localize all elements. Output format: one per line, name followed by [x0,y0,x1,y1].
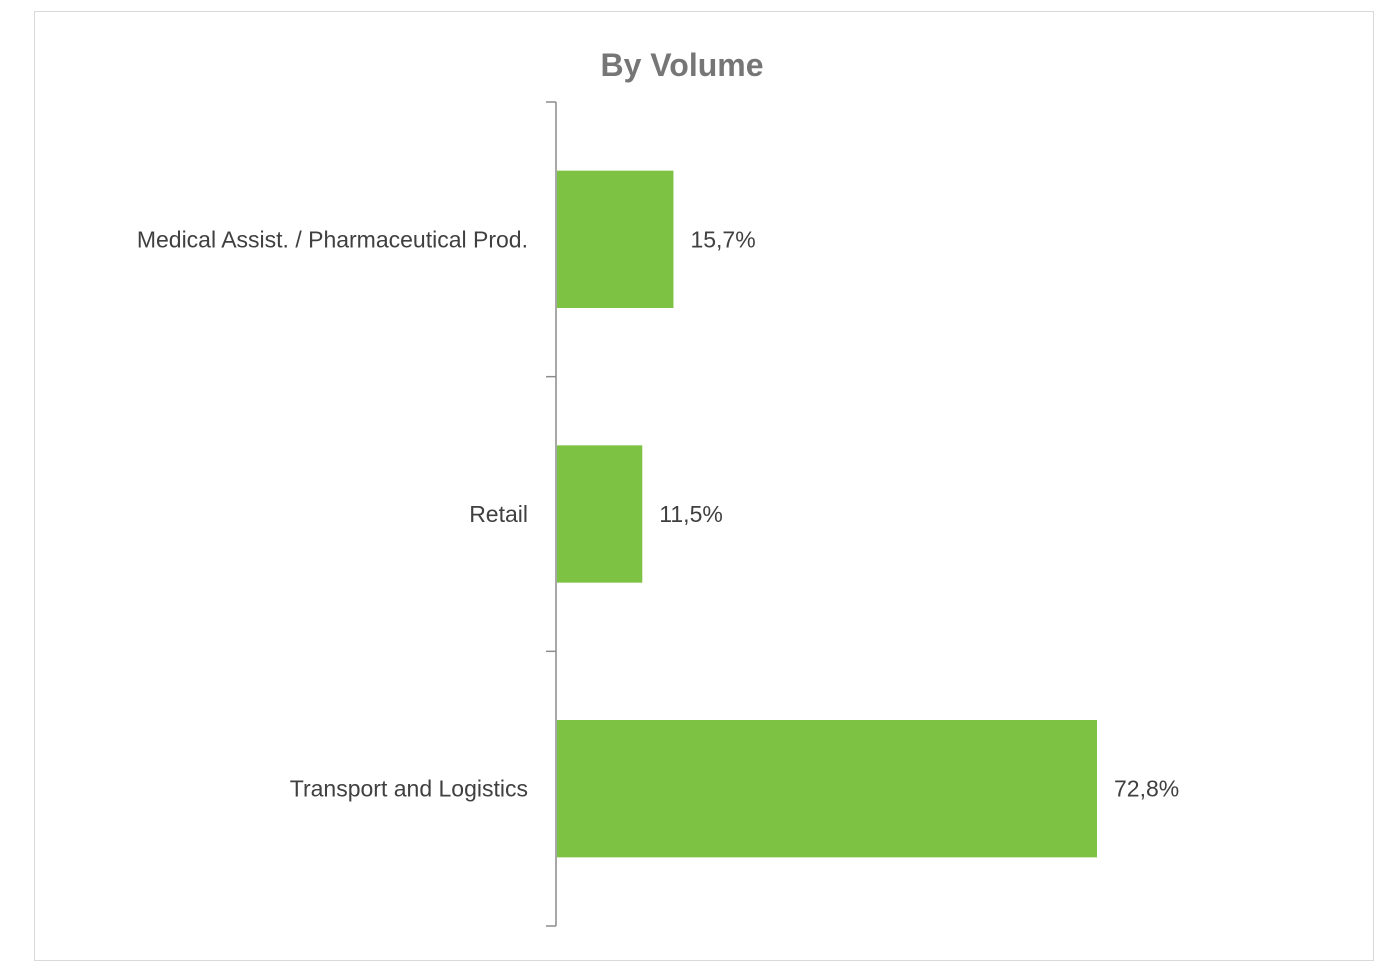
chart-labels: Medical Assist. / Pharmaceutical Prod. 15… [137,226,1179,801]
data-label: 15,7% [690,226,755,252]
chart-title: By Volume [601,47,764,83]
data-label: 11,5% [659,501,723,527]
data-label: 72,8% [1114,776,1179,802]
bar [557,720,1097,858]
category-label: Retail [469,501,528,527]
bar [557,445,643,583]
bar [557,170,674,308]
category-label: Medical Assist. / Pharmaceutical Prod. [137,226,528,252]
category-axis [546,101,557,927]
category-label: Transport and Logistics [290,776,528,802]
bar-series [557,170,1097,858]
